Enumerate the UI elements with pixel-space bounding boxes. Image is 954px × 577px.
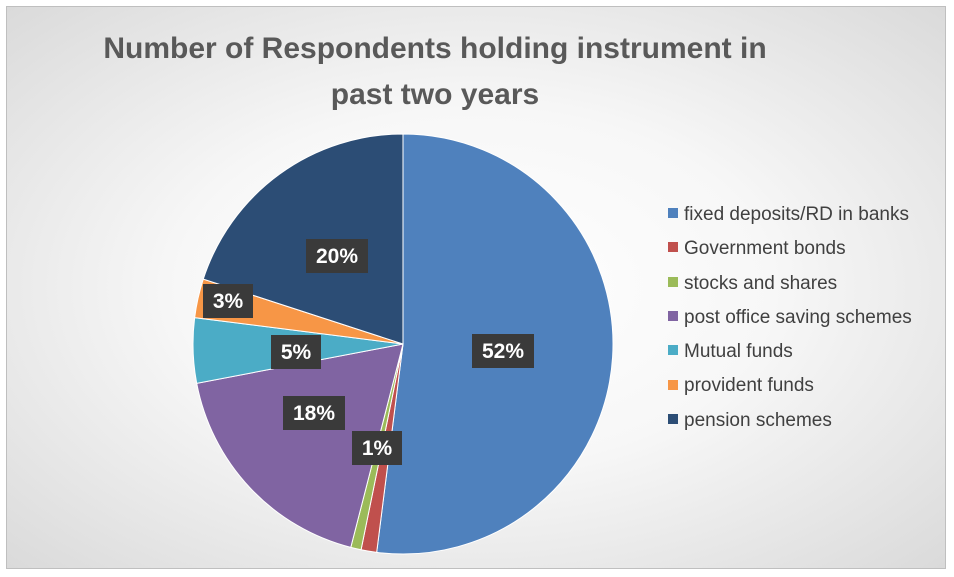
pie-slice <box>196 343 404 549</box>
data-label: 3% <box>203 284 253 318</box>
legend-label: Mutual funds <box>684 341 793 363</box>
data-label-text: 5% <box>281 341 312 364</box>
legend-swatch <box>668 345 678 356</box>
legend-label: provident funds <box>684 375 814 397</box>
legend-swatch <box>668 379 678 390</box>
chart-title-line-1: Number of Respondents holding instrument… <box>103 32 767 65</box>
data-label-box <box>271 335 321 369</box>
pie-slice <box>202 133 404 345</box>
data-label-text: 20% <box>316 245 358 268</box>
legend-item: fixed deposits/RD in banks <box>668 198 954 232</box>
legend: fixed deposits/RD in banks Government bo… <box>668 198 954 438</box>
legend-item: Government bonds <box>668 232 954 266</box>
data-label: 18% <box>283 396 345 430</box>
legend-swatch <box>668 413 678 424</box>
legend-label: Government bonds <box>684 238 846 260</box>
data-label-text: 3% <box>213 290 244 313</box>
legend-item: pension schemes <box>668 404 954 438</box>
data-label-box <box>352 431 402 465</box>
legend-item: provident funds <box>668 369 954 403</box>
legend-item: post office saving schemes <box>668 301 954 335</box>
legend-label: post office saving schemes <box>684 306 912 328</box>
data-label-text: 18% <box>293 402 335 425</box>
data-label: 52% <box>472 334 534 368</box>
legend-swatch <box>668 311 678 322</box>
chart-title-line-2: past two years <box>330 78 540 111</box>
pie-data-labels: 52% 1% 18% 5% 3% 20% <box>203 239 534 465</box>
data-label-box <box>203 284 253 318</box>
legend-label: stocks and shares <box>684 272 838 294</box>
legend-swatch <box>668 208 678 219</box>
legend-item: stocks and shares <box>668 267 954 301</box>
chart-title: Number of Respondents holding instrument… <box>0 26 870 118</box>
legend-label: pension schemes <box>684 409 832 431</box>
data-label-text: 1% <box>362 437 393 460</box>
pie-slices <box>192 133 614 555</box>
legend-item: Mutual funds <box>668 335 954 369</box>
data-label-box <box>472 334 534 368</box>
data-label-box <box>306 239 368 273</box>
data-label-box <box>283 396 345 430</box>
legend-swatch <box>668 276 678 287</box>
data-label: 1% <box>352 431 402 465</box>
legend-label: fixed deposits/RD in banks <box>684 204 909 225</box>
data-label: 20% <box>306 239 368 273</box>
legend-swatch <box>668 242 678 253</box>
data-label: 5% <box>271 335 321 369</box>
data-label-text: 52% <box>482 340 524 363</box>
